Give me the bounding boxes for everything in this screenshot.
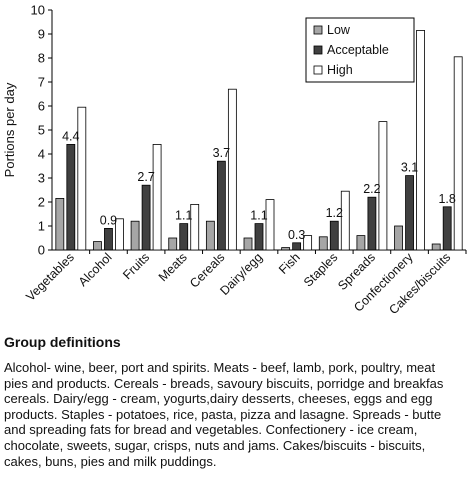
y-tick-label: 7 — [38, 75, 45, 90]
y-tick-label: 3 — [38, 171, 45, 186]
bar-acceptable — [329, 220, 339, 251]
data-label: 1.8 — [438, 192, 455, 206]
data-label: 0.3 — [288, 228, 305, 242]
y-tick-label: 9 — [38, 27, 45, 42]
x-tick-label: Vegetables — [23, 250, 77, 304]
bar-low — [318, 236, 328, 251]
caption-heading: Group definitions — [4, 334, 121, 350]
caption-text: Alcohol- wine, beer, port and spirits. M… — [4, 360, 444, 469]
legend-swatch — [313, 45, 323, 55]
bar-high — [378, 121, 388, 251]
data-label: 1.2 — [326, 206, 343, 220]
bar-low — [394, 225, 403, 251]
bar-low — [243, 237, 253, 251]
legend: Low Acceptable High — [305, 17, 415, 83]
y-tick-label: 6 — [38, 99, 45, 114]
data-label: 0.9 — [100, 213, 117, 227]
legend-label: Low — [327, 23, 351, 37]
data-label: 2.7 — [137, 170, 154, 184]
group-definitions: Group definitions Alcohol- wine, beer, p… — [4, 334, 474, 469]
y-tick-label: 0 — [38, 243, 45, 258]
bar-acceptable — [405, 175, 414, 251]
data-label: 3.7 — [213, 146, 230, 160]
bar-acceptable — [179, 223, 189, 251]
bar-low — [281, 247, 291, 251]
y-axis-ticks: 0 1 2 3 4 5 6 7 8 9 10 — [31, 3, 52, 258]
y-tick-label: 1 — [38, 219, 45, 234]
y-tick-label: 2 — [38, 195, 45, 210]
data-label: 1.1 — [250, 209, 267, 223]
bar-acceptable — [104, 227, 113, 251]
bar-low — [168, 237, 178, 251]
bar-acceptable — [367, 196, 377, 251]
y-axis-label: Portions per day — [2, 82, 17, 177]
bar-high — [453, 56, 463, 251]
bar-low — [431, 243, 441, 251]
y-tick-label: 5 — [38, 123, 45, 138]
bar-high — [190, 203, 200, 251]
legend-label: Acceptable — [327, 43, 389, 57]
legend-swatch — [313, 25, 323, 35]
legend-label: High — [327, 63, 353, 77]
legend-frame — [305, 17, 415, 83]
bar-acceptable — [254, 223, 264, 251]
x-tick-label: Fruits — [120, 250, 152, 282]
bar-high — [227, 88, 237, 251]
bar-low — [93, 241, 102, 251]
data-label: 1.1 — [175, 209, 192, 223]
bar-high — [77, 106, 87, 251]
bar-low — [130, 220, 140, 251]
x-tick-label: Fish — [276, 250, 303, 277]
bars — [55, 29, 463, 251]
data-labels: 4.4 0.9 2.7 1.1 3.7 1.1 0.3 1.2 2.2 3.1 1.8 — [62, 129, 456, 241]
bar-acceptable — [141, 184, 151, 251]
bar-low — [55, 197, 65, 251]
bar-high — [265, 199, 275, 251]
bar-low — [205, 220, 215, 251]
bar-acceptable — [442, 206, 452, 251]
bar-acceptable — [216, 160, 226, 251]
y-tick-label: 4 — [38, 147, 45, 162]
bar-chart: Portions per day 0 1 2 3 4 5 6 7 8 9 10 4.4 0.9 2.7 1… — [2, 3, 467, 317]
x-tick-label: Alcohol — [76, 250, 115, 289]
y-tick-label: 10 — [31, 3, 45, 18]
bar-low — [356, 235, 366, 251]
bar-high — [416, 29, 425, 251]
data-label: 3.1 — [401, 161, 418, 175]
bar-high — [152, 143, 162, 251]
bar-acceptable — [66, 143, 76, 251]
bar-high — [303, 235, 313, 251]
data-label: 2.2 — [363, 182, 380, 196]
legend-swatch — [313, 65, 323, 75]
bar-acceptable — [292, 242, 302, 251]
y-tick-label: 8 — [38, 51, 45, 66]
bar-high — [115, 218, 124, 251]
x-tick-label: Meats — [156, 250, 190, 284]
bar-high — [340, 190, 350, 251]
data-label: 4.4 — [62, 129, 79, 143]
